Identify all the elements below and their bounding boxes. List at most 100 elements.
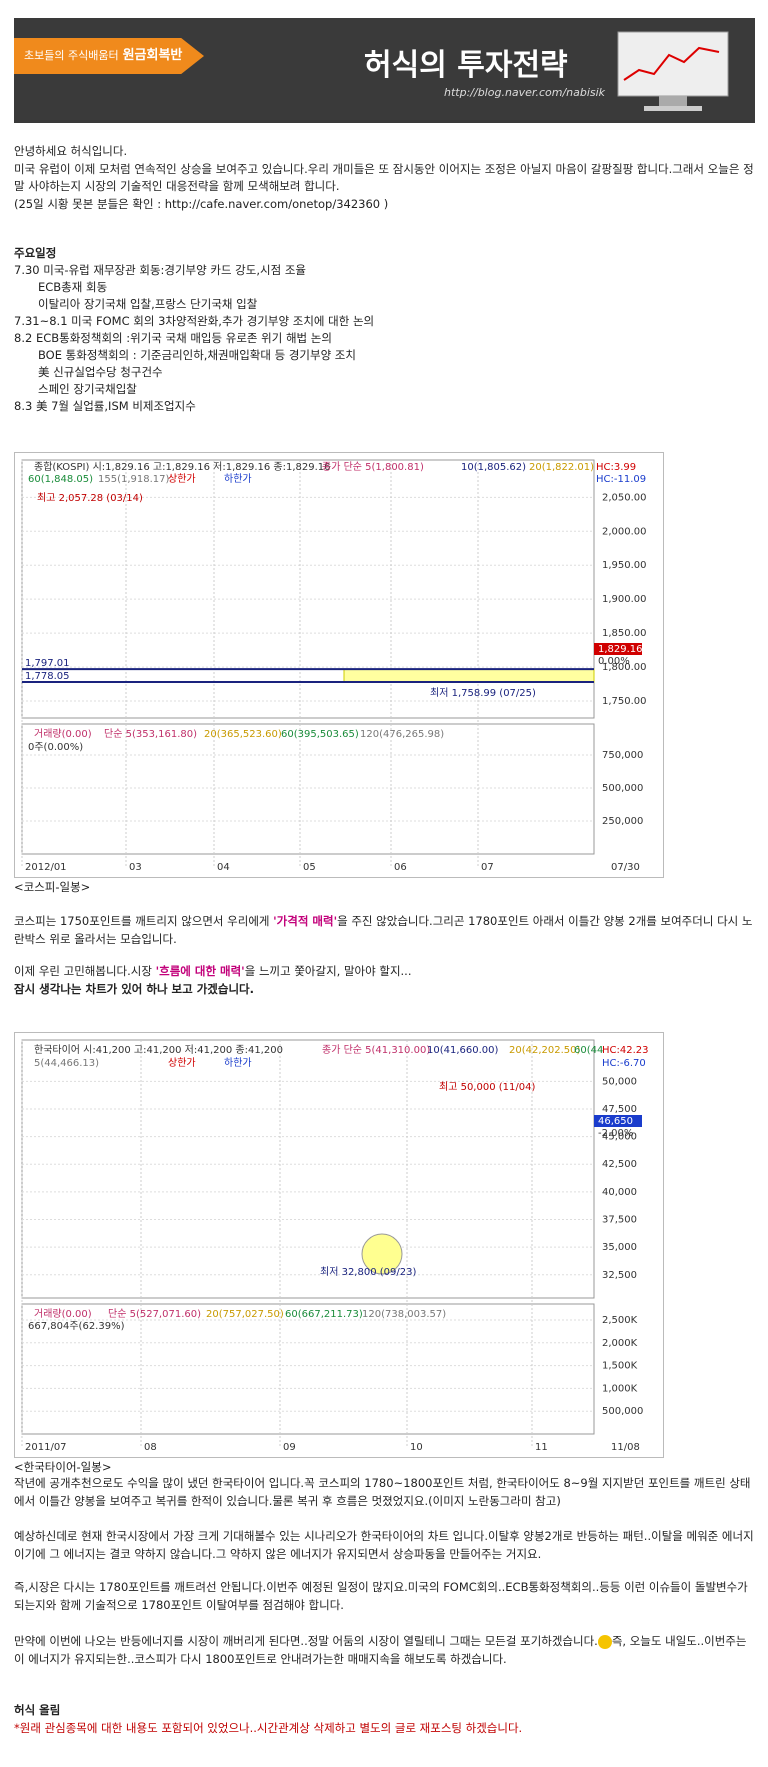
signature: 허식 올림 [14,1703,61,1717]
legend-item: HC:42.23 [602,1045,649,1056]
last-box [594,1115,642,1127]
schedule-item: 7.31~8.1 미국 FOMC 회의 3차양적완화,추가 경기부양 조치에 대… [14,314,375,328]
y-tick-label: 47,500 [602,1104,637,1115]
last-change: -2.00% [598,1128,633,1139]
highlight: '가격적 매력' [273,914,338,928]
caption: <한국타이어-일봉> [14,1460,112,1474]
legend-item: 60(1,848.05) [28,474,93,485]
emoji [597,1634,612,1649]
legend-item: 120(476,265.98) [360,729,444,740]
x-tick-label: 05 [303,862,316,873]
volume-panel [21,1303,595,1435]
legend-item: 한국타이어 시:41,200 고:41,200 저:41,200 종:41,20… [34,1044,283,1056]
legend-item: 20(42,202.50) [509,1045,581,1056]
schedule-item: 스페인 장기국채입찰 [38,382,137,396]
last-price: 1,829.16 [598,644,643,655]
paragraph: 예상하신데로 현재 한국시장에서 가장 크게 기대해볼수 있는 시나리오가 한국… [14,1529,754,1561]
low-note: 최저 1,758.99 (07/25) [430,687,536,699]
highlight: '흐름에 대한 매력' [155,964,245,978]
x-tick-label: 04 [217,862,230,873]
highlight-circle [361,1233,403,1275]
legend-item: HC:-11.09 [596,474,646,485]
legend-item: 거래량(0.00) [34,1308,92,1320]
schedule-item: 美 신규실업수당 청구건수 [38,365,163,379]
legend-item: 하한가 [224,472,252,485]
x-tick-label: 07 [481,862,494,873]
high-note: 최고 50,000 (11/04) [439,1081,535,1093]
text: 이제 우린 고민해봅니다.시장 [14,964,156,978]
level-label: 1,797.01 [25,658,70,669]
intro-line: (25일 시황 못본 분들은 확인 : http://cafe.naver.co… [14,196,389,211]
legend-item: 20(757,027.50) [206,1309,284,1320]
footer-note: *원래 관심종목에 대한 내용도 포함되어 있었으나..시간관계상 삭제하고 별… [14,1720,523,1735]
y-tick-label: 2,000K [602,1338,638,1349]
last-change: 0.00% [598,656,630,667]
high-note: 최고 2,057.28 (03/14) [37,492,143,504]
legend-item: 20(1,822.01) [529,462,594,473]
x-tick-label: 11/08 [611,1442,640,1453]
y-tick-label: 1,000K [602,1383,638,1394]
intro-line: 안녕하세요 허식입니다. [14,144,128,158]
legend-item: 하한가 [224,1056,252,1069]
schedule-title: 주요일정 [14,246,57,260]
price-panel [21,1039,595,1299]
intro: 안녕하세요 허식입니다. 미국 유럽이 이제 모처럼 연속적인 상승을 보여주고… [14,143,756,213]
legend-item: 단순 5(353,161.80) [104,728,197,740]
y-tick-label: 2,050.00 [602,492,647,503]
y-tick-label: 35,000 [602,1242,637,1253]
yellow-box [343,668,595,683]
paragraph: 즉,시장은 다시는 1780포인트를 깨트려선 안됩니다.이번주 예정된 일정이… [14,1580,748,1612]
legend-item: 60(667,211.73) [285,1309,363,1320]
caption: <코스피-일봉> [14,880,91,894]
legend-item: 단순 5(527,071.60) [108,1308,201,1320]
x-tick-label: 2011/07 [25,1442,67,1453]
y-tick-label: 500,000 [602,1406,643,1417]
tag-big: 원금회복반 [122,48,183,63]
schedule-item: 7.30 미국-유럽 재무장관 회동:경기부양 카드 강도,시점 조율 [14,263,306,277]
legend-item: 상한가 [168,473,196,485]
text: 즉, 오늘도 내일도..이번주는 이 에너지가 유지되는한..코스피가 다시 1… [14,1634,747,1666]
y-tick-label: 40,000 [602,1187,637,1198]
tag-small: 초보들의 주식배움터 [24,49,119,62]
level-label: 1,778.05 [25,671,70,682]
schedule-item: 이탈리아 장기국채 입찰,프랑스 단기국채 입찰 [38,297,258,311]
text: 을 주진 않았습니다.그리곤 1780포인트 아래서 이틀간 양봉 2개를 보여… [14,914,753,946]
schedule: 주요일정 7.30 미국-유럽 재무장관 회동:경기부양 카드 강도,시점 조율… [14,245,756,415]
schedule-item: 8.2 ECB통화정책회의 :위기국 국채 매입등 유로존 위기 해법 논의 [14,331,332,345]
legend-item: 종가 단순 5(1,800.81) [322,461,424,473]
y-tick-label: 1,800.00 [602,662,647,673]
y-tick-label: 500,000 [602,783,643,794]
blog-title: 허식의 투자전략 [364,48,568,83]
y-tick-label: 2,000.00 [602,526,647,537]
y-tick-label: 1,900.00 [602,594,647,605]
legend-item: 120(738,003.57) [362,1309,446,1320]
y-tick-label: 42,500 [602,1159,637,1170]
schedule-item: 8.3 美 7월 실업률,ISM 비제조업지수 [14,399,196,413]
y-tick-label: 32,500 [602,1270,637,1281]
kospi-chart: 2,050.00 2,000.00 1,950.00 1,900.00 1,850.00… [14,452,664,878]
legend-item: 667,804주(62.39%) [28,1321,125,1332]
x-tick-label: 03 [129,862,142,873]
y-tick-label: 750,000 [602,750,643,761]
y-tick-label: 37,500 [602,1215,637,1226]
legend-item: 거래량(0.00) [34,728,92,740]
legend-item: 10(1,805.62) [461,462,526,473]
intro-line: 미국 유럽이 이제 모처럼 연속적인 상승을 보여주고 있습니다.우리 개미들은… [14,161,754,194]
hankook-chart: 50,000 47,500 45,000 42,500 40,000 37,500 35,0… [14,1032,664,1458]
legend-item: 10(41,660.00) [427,1045,499,1056]
y-tick-label: 1,750.00 [602,696,647,707]
volume-panel [21,723,595,855]
legend-item: 종합(KOSPI) 시:1,829.16 고:1,829.16 저:1,829.… [34,461,331,473]
legend-item: HC:3.99 [596,462,636,473]
tag: 초보들의 주식배움터 원금회복반 [14,38,204,74]
y-tick-label: 2,500K [602,1315,638,1326]
y-tick-label: 45,000 [602,1132,637,1143]
low-note: 최저 32,800 (09/23) [320,1266,416,1278]
paragraph: 만약에 이번에 나오는 반등에너지를 시장이 깨버리게 된다면..정말 어둠의 … [14,1633,756,1668]
legend-item: 60(44 [574,1045,603,1056]
last-price: 46,650 [598,1116,633,1127]
y-tick-label: 1,500K [602,1361,638,1372]
text: 만약에 이번에 나오는 반등에너지를 시장이 깨버리게 된다면..정말 어둠의 … [14,1634,598,1648]
text: 을 느끼고 쫓아갈지, 말아야 할지... [244,964,412,978]
